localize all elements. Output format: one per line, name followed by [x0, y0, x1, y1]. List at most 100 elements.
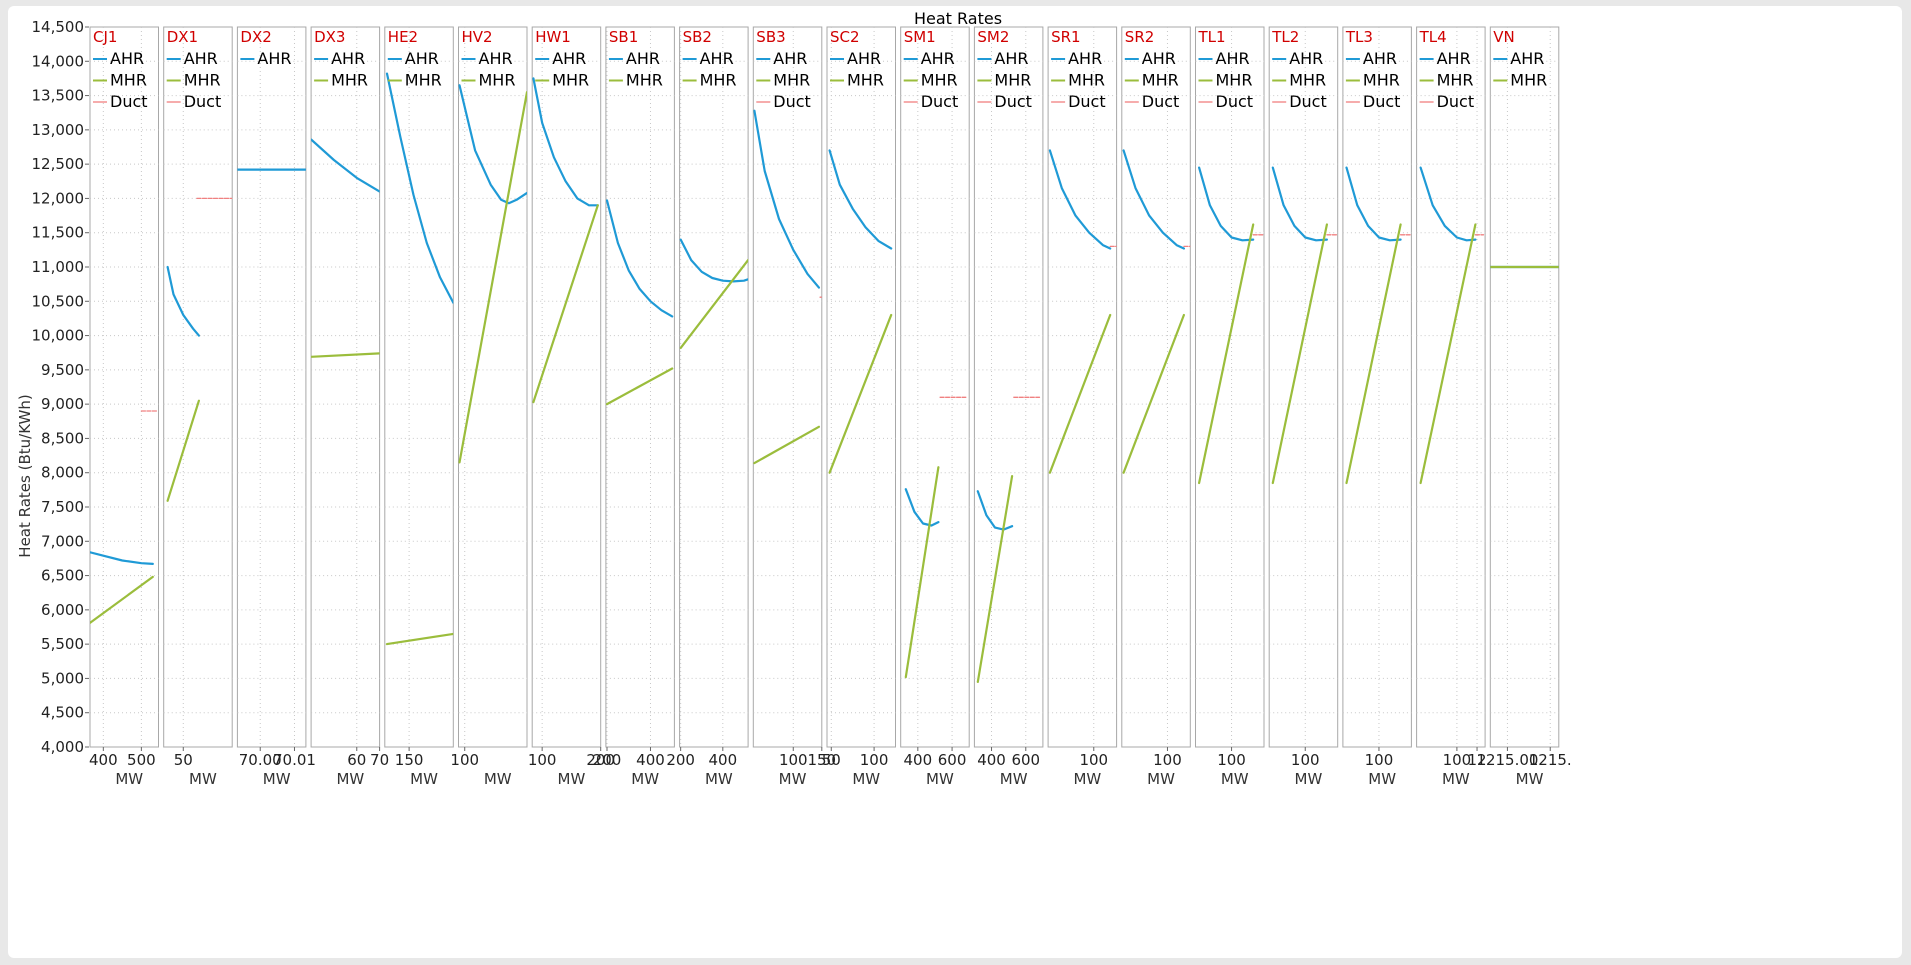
legend-label: MHR	[1142, 71, 1179, 90]
x-tick-label: 150	[807, 751, 836, 769]
series-line-mhr	[904, 466, 940, 679]
panel-border	[752, 26, 823, 748]
legend-label: MHR	[700, 71, 737, 90]
series-line-ahr	[679, 238, 749, 283]
legend-label: MHR	[1216, 71, 1253, 90]
series-group	[1122, 149, 1191, 474]
series-line-ahr	[753, 109, 820, 289]
legend-label: MHR	[847, 71, 884, 90]
panel-title: HW1	[535, 28, 571, 46]
legend-label: Duct	[110, 92, 148, 111]
x-tick-label: 100	[1217, 751, 1246, 769]
panel-title: SC2	[830, 28, 860, 46]
series-line-ahr	[828, 149, 893, 250]
panel-title: HV2	[462, 28, 493, 46]
panel-border	[531, 26, 602, 748]
legend-label: MHR	[331, 71, 368, 90]
legend-label: MHR	[1068, 71, 1105, 90]
x-axis-label: MW	[779, 770, 807, 788]
series-line-mhr	[311, 352, 380, 358]
x-tick-label: 100	[779, 751, 808, 769]
series-line-mhr	[976, 475, 1014, 683]
x-tick-label: 1215.	[1529, 751, 1572, 769]
panel-border	[1489, 26, 1560, 748]
legend-label: MHR	[1363, 71, 1400, 90]
legend-label: Duct	[994, 92, 1032, 111]
series-group	[1198, 166, 1264, 485]
x-tick-label: 70	[370, 751, 389, 769]
series-line-ahr	[532, 77, 599, 207]
x-tick-label: 100	[1291, 751, 1320, 769]
panel-title: DX2	[240, 28, 271, 46]
x-tick-label: 600	[1011, 751, 1040, 769]
panel-border	[679, 26, 749, 748]
series-group	[976, 396, 1041, 683]
x-tick-label: 100	[528, 751, 557, 769]
x-axis-label: MW	[631, 770, 659, 788]
y-tick-label: 7,000	[41, 532, 84, 550]
legend-label: MHR	[1510, 71, 1547, 90]
x-axis-label: MW	[115, 770, 143, 788]
panel-title: TL3	[1345, 28, 1373, 46]
panel-title: TL2	[1271, 28, 1299, 46]
legend-label: AHR	[773, 49, 807, 68]
y-tick-label: 6,500	[41, 567, 84, 585]
legend-label: AHR	[405, 49, 439, 68]
y-tick-label: 12,500	[32, 155, 85, 173]
x-tick-label: 400	[636, 751, 665, 769]
legend-label: MHR	[994, 71, 1031, 90]
legend-label: AHR	[1216, 49, 1250, 68]
series-group	[605, 199, 674, 406]
y-tick-label: 4,500	[41, 704, 84, 722]
x-tick-label: 400	[977, 751, 1006, 769]
legend-label: MHR	[626, 71, 663, 90]
legend-label: AHR	[1068, 49, 1102, 68]
x-tick-label: 400	[708, 751, 737, 769]
y-tick-label: 8,000	[41, 464, 84, 482]
y-tick-label: 11,500	[32, 224, 85, 242]
series-line-ahr	[385, 72, 454, 304]
x-axis-label: MW	[484, 770, 512, 788]
x-axis-label: MW	[336, 770, 364, 788]
series-line-mhr	[1271, 223, 1328, 485]
x-tick-label: 50	[174, 751, 193, 769]
legend-label: Duct	[773, 92, 811, 111]
x-tick-label: 200	[586, 751, 615, 769]
series-group	[166, 197, 233, 502]
legend-label: MHR	[479, 71, 516, 90]
series-line-mhr	[166, 399, 200, 502]
y-tick-label: 13,000	[32, 121, 85, 139]
x-tick-label: 400	[89, 751, 118, 769]
series-line-mhr	[1048, 313, 1112, 474]
x-tick-label: 100	[1365, 751, 1394, 769]
legend-label: AHR	[479, 49, 513, 68]
x-axis-label: MW	[1073, 770, 1101, 788]
y-tick-label: 5,500	[41, 635, 84, 653]
legend-label: AHR	[110, 49, 144, 68]
series-line-ahr	[1122, 149, 1185, 250]
series-line-ahr	[1345, 166, 1402, 242]
panel-border	[973, 26, 1044, 748]
panel-dx3: DX3 AHR MHR 60 70 MW	[310, 26, 389, 788]
x-tick-label: 100	[860, 751, 889, 769]
heat-rates-chart: Heat Rates Heat Rates (Btu/KWh) 4,000 4,5…	[16, 9, 1572, 788]
legend-label: AHR	[257, 49, 291, 68]
legend-label: AHR	[700, 49, 734, 68]
series-group	[1419, 166, 1485, 485]
x-axis-label: MW	[705, 770, 733, 788]
series-line-mhr	[1345, 223, 1402, 485]
x-tick-label: 50	[822, 751, 841, 769]
legend-label: Duct	[1289, 92, 1327, 111]
panel-title: SB2	[683, 28, 712, 46]
panel-border	[163, 26, 233, 748]
series-line-mhr	[605, 367, 674, 406]
series-line-mhr	[753, 425, 820, 465]
series-group	[458, 84, 527, 464]
y-tick-label: 14,500	[32, 18, 85, 36]
x-tick-label: 100	[1079, 751, 1108, 769]
